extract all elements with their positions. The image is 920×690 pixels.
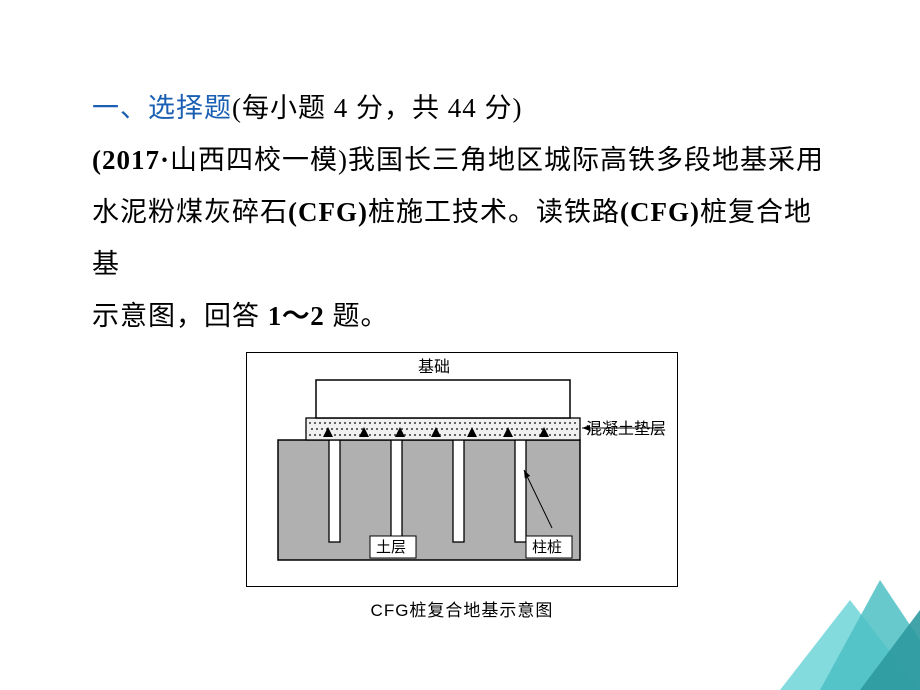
section-heading: 一、选择题(每小题 4 分，共 44 分) (92, 82, 832, 134)
question-content: 一、选择题(每小题 4 分，共 44 分) (2017·山西四校一模)我国长三角… (0, 0, 920, 621)
paragraph-line-2: 水泥粉煤灰碎石(CFG)桩施工技术。读铁路(CFG)桩复合地基 (92, 186, 832, 290)
slide-corner-decoration (730, 570, 920, 690)
p2d: (CFG) (620, 197, 700, 227)
p1a: (2017· (92, 145, 170, 175)
svg-text:基础: 基础 (418, 358, 450, 376)
cfg-pile-diagram: 基础混凝土垫层土层 柱桩 (246, 352, 678, 587)
p3a: 示意图，回答 (92, 301, 268, 331)
p1b: 山西四校一模)我国长三角地区城际高铁多段地基采用 (170, 145, 824, 175)
section-tail: (每小题 4 分，共 44 分) (232, 93, 522, 123)
p3c: 题。 (325, 301, 389, 331)
paragraph-line-3: 示意图，回答 1～2 题。 (92, 290, 832, 342)
svg-text:柱桩: 柱桩 (532, 539, 562, 556)
paragraph-line-1: (2017·山西四校一模)我国长三角地区城际高铁多段地基采用 (92, 134, 832, 186)
section-label: 一、选择题 (92, 93, 232, 123)
p2a: 水泥粉煤灰碎石 (92, 197, 288, 227)
p3b: 1～2 (268, 301, 325, 331)
diagram-caption: CFG桩复合地基示意图 (246, 596, 678, 621)
svg-text:混凝土垫层: 混凝土垫层 (586, 420, 666, 438)
p2b: (CFG) (288, 197, 368, 227)
svg-text:土层: 土层 (376, 539, 406, 556)
diagram-wrap: 基础混凝土垫层土层 柱桩 CFG桩复合地基示意图 (246, 352, 678, 621)
p2c: 桩施工技术。读铁路 (368, 197, 620, 227)
